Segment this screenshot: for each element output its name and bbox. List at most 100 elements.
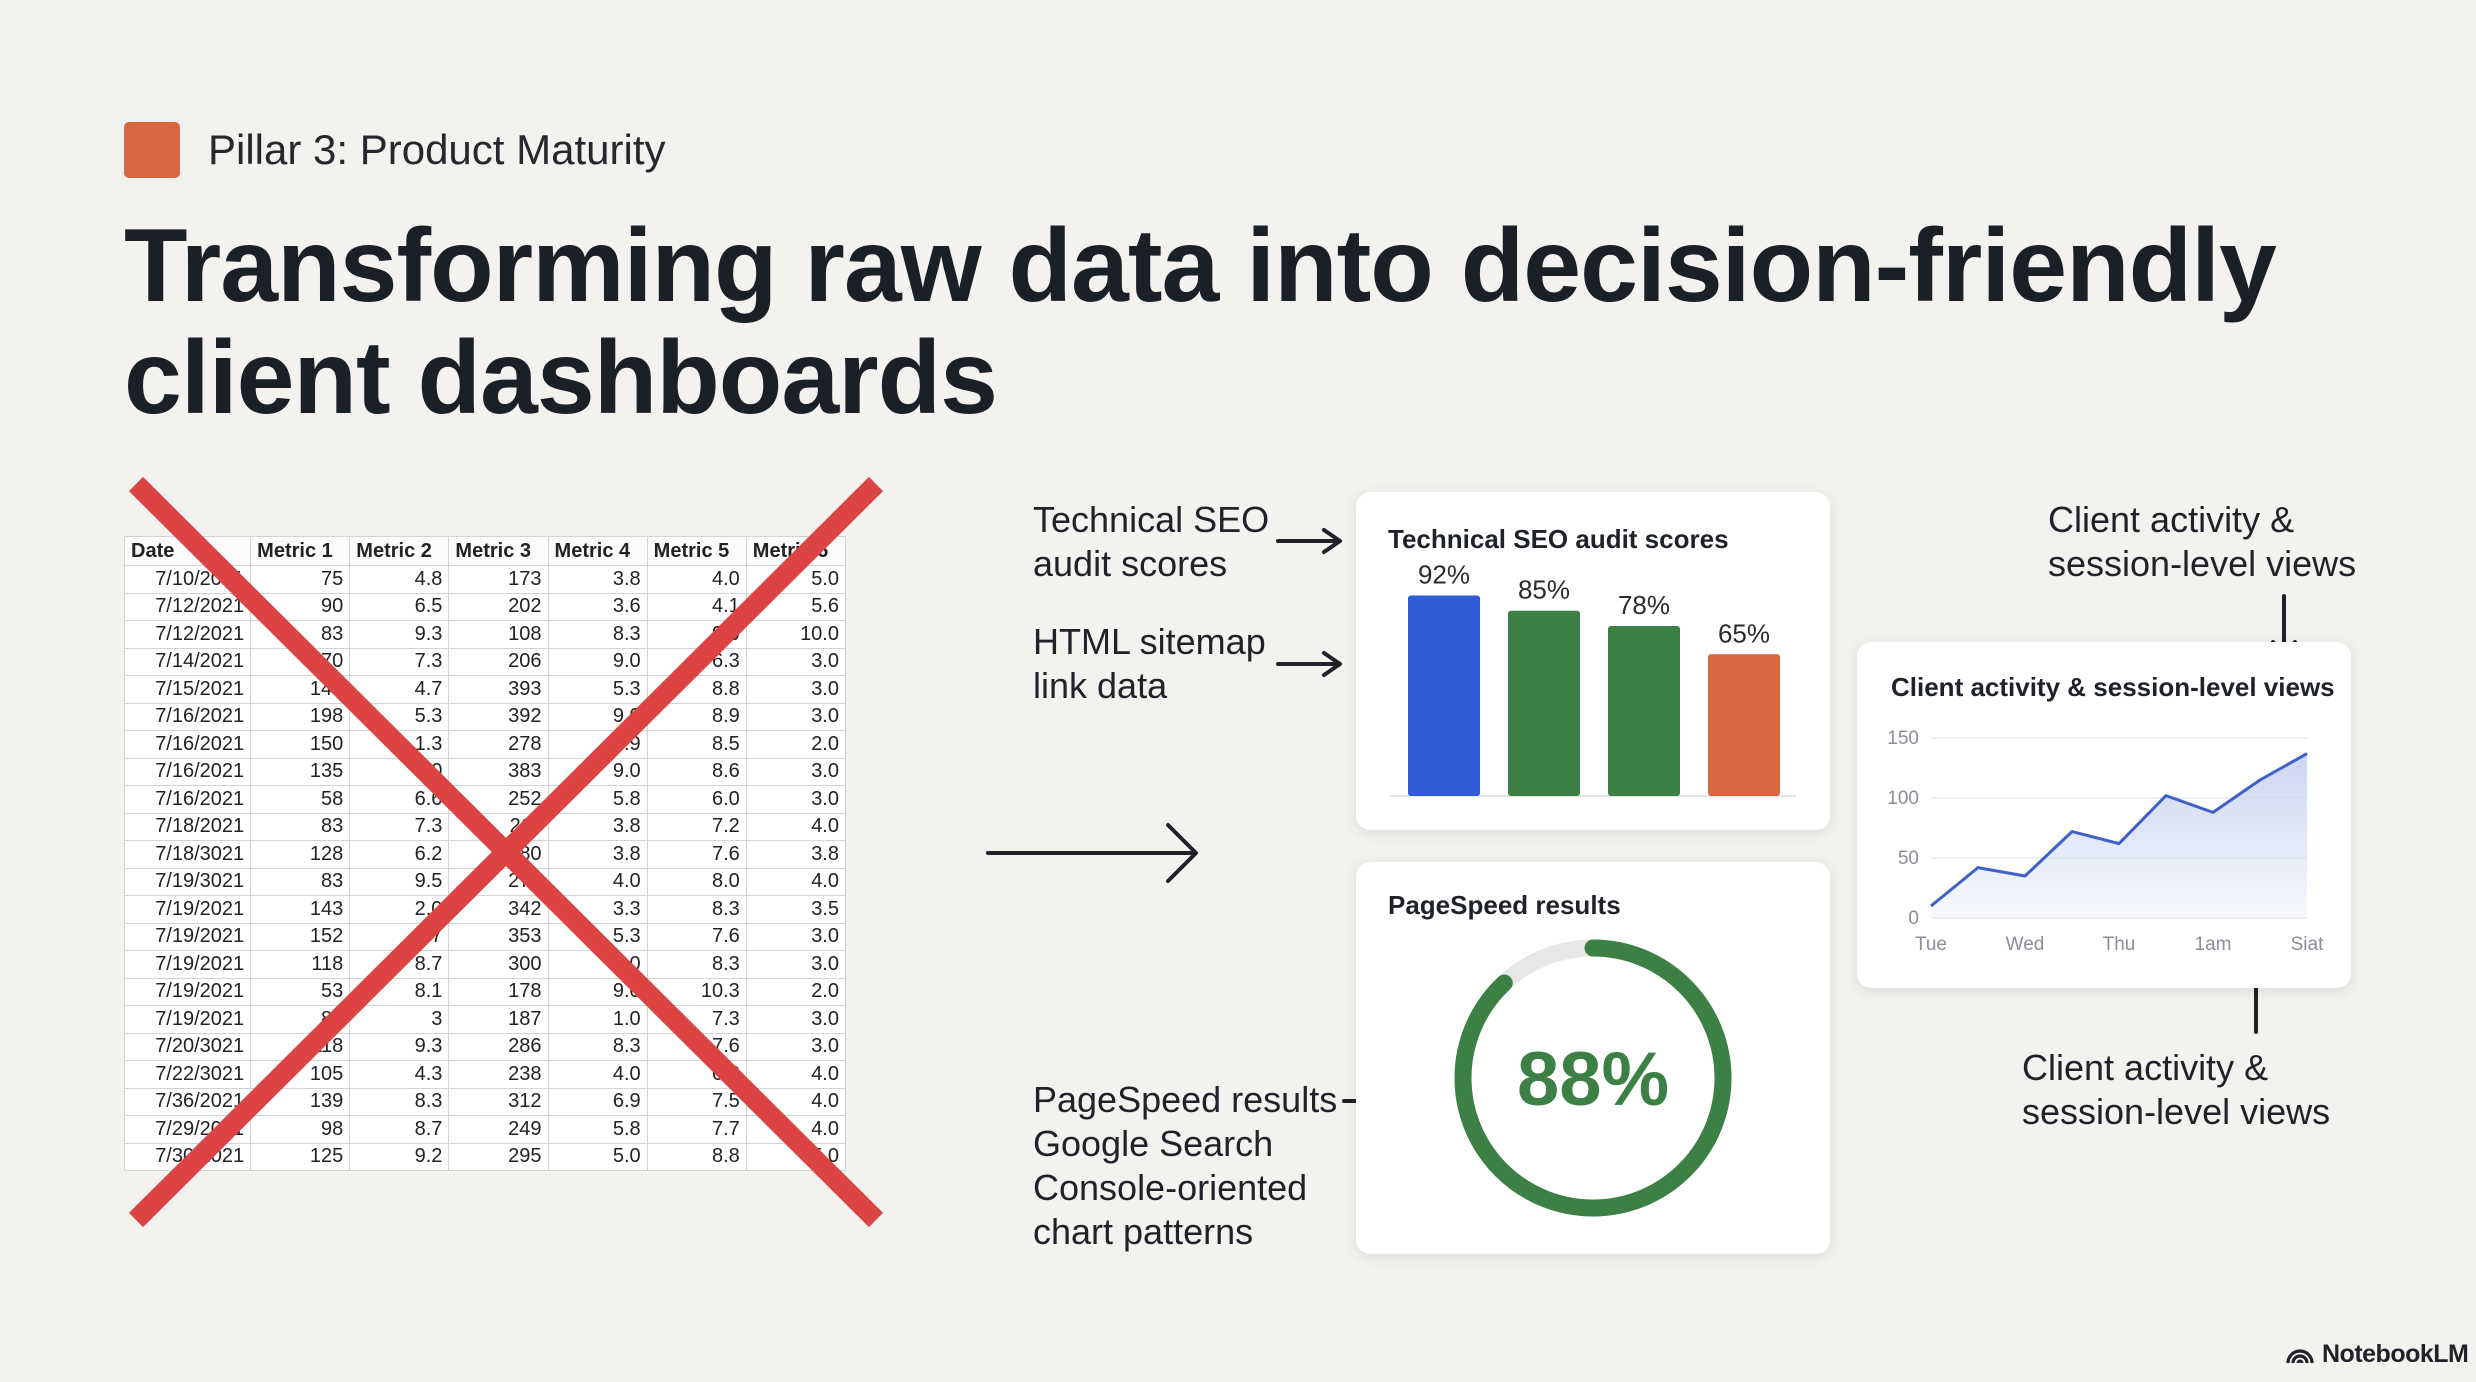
spreadsheet-cell: 252	[448, 785, 549, 814]
spreadsheet-cell: 83	[250, 620, 351, 649]
spreadsheet-cell: 9.0	[547, 647, 648, 676]
spreadsheet-cell: 3.0	[745, 702, 847, 731]
spreadsheet-cell: 9.5	[349, 867, 450, 896]
spreadsheet-cell: 3.0	[745, 950, 847, 979]
spreadsheet-cell: 143	[250, 895, 351, 924]
spreadsheet-cell: 8.3	[547, 620, 648, 649]
spreadsheet-header-cell: Metric 5	[646, 536, 747, 566]
spreadsheet-cell: 9.0	[547, 977, 648, 1006]
spreadsheet-cell: 4.0	[745, 867, 847, 896]
spreadsheet-cell: 3.8	[547, 840, 648, 869]
pagespeed-gauge: 88%	[1454, 939, 1732, 1217]
notebooklm-logo: NotebookLM	[2286, 1340, 2469, 1369]
spreadsheet-cell: 7.5	[646, 1087, 747, 1116]
spreadsheet-row: 7/19/2021 143 2.0 342 3.3 8.3 3.5	[123, 895, 847, 924]
spreadsheet-cell: 4.7	[349, 922, 450, 951]
spreadsheet-cell: 8.5	[646, 730, 747, 759]
spreadsheet-cell: 7/22/3021	[123, 1060, 252, 1089]
spreadsheet-cell: 5.0	[745, 1142, 847, 1171]
spreadsheet-cell: 392	[448, 702, 549, 731]
spreadsheet-cell: 7/12/2021	[123, 592, 252, 621]
seo-bar	[1408, 595, 1480, 796]
spreadsheet-cell: 3.0	[745, 647, 847, 676]
spreadsheet-cell: 3.3	[547, 895, 648, 924]
spreadsheet-cell: 6.5	[349, 592, 450, 621]
spreadsheet-cell: 393	[448, 675, 549, 704]
spreadsheet-cell: 286	[448, 1032, 549, 1061]
spreadsheet-row: 7/30/2021 125 9.2 295 5.0 8.8 5.0	[123, 1142, 847, 1171]
spreadsheet-row: 7/36/2021 139 8.3 312 6.9 7.5 4.0	[123, 1087, 847, 1116]
spreadsheet-cell: 7.6	[646, 840, 747, 869]
spreadsheet-cell: 7.6	[646, 1032, 747, 1061]
spreadsheet-cell: 8.3	[646, 950, 747, 979]
spreadsheet-cell: 4.0	[547, 1060, 648, 1089]
x-tick-label: Thu	[2103, 934, 2136, 955]
spreadsheet-cell: 7/30/2021	[123, 1142, 252, 1171]
spreadsheet-cell: 7.6	[646, 922, 747, 951]
spreadsheet-cell: 8.3	[646, 895, 747, 924]
spreadsheet-row: 7/20/3021 118 9.3 286 8.3 7.6 3.0	[123, 1032, 847, 1061]
spreadsheet-cell: 7/19/2021	[123, 977, 252, 1006]
x-tick-label: 1am	[2195, 934, 2232, 955]
seo-card-title: Technical SEO audit scores	[1388, 524, 1729, 554]
spreadsheet-cell: 278	[448, 730, 549, 759]
spreadsheet-cell: 83	[250, 867, 351, 896]
x-tick-label: Wed	[2006, 934, 2045, 955]
spreadsheet-cell: 249	[448, 1115, 549, 1144]
spreadsheet-cell: 5.6	[745, 592, 847, 621]
seo-bar	[1608, 625, 1680, 796]
spreadsheet-cell: 75	[250, 565, 351, 594]
series-line	[1930, 752, 2308, 908]
spreadsheet-cell: 4.0	[745, 1060, 847, 1089]
spreadsheet-cell: 9.2	[349, 1142, 450, 1171]
spreadsheet-cell: 4.8	[349, 565, 450, 594]
spreadsheet-cell: 8.8	[646, 675, 747, 704]
spreadsheet-cell: 10.0	[745, 620, 847, 649]
seo-bar-chart: 92% 85% 78% 65%	[1390, 559, 1796, 797]
y-tick-label: 100	[1887, 788, 1919, 809]
sitemap-arrow-icon	[1276, 651, 1342, 677]
spreadsheet-cell: 173	[448, 565, 549, 594]
seo-bar-label: 92%	[1418, 559, 1470, 589]
spreadsheet-cell: 7.2	[646, 812, 747, 841]
spreadsheet-cell: 8.7	[349, 1115, 450, 1144]
seo-arrow-icon	[1276, 528, 1342, 554]
spreadsheet-row: 7/18/3021 128 6.2 280 3.8 7.6 3.8	[123, 840, 847, 869]
spreadsheet-cell: 8.0	[646, 867, 747, 896]
spreadsheet-cell: 5.3	[547, 675, 648, 704]
spreadsheet-cell: 118	[250, 950, 351, 979]
spreadsheet-cell: 7/12/2021	[123, 620, 252, 649]
spreadsheet-cell: 125	[250, 1142, 351, 1171]
spreadsheet-cell: 7.3	[349, 647, 450, 676]
spreadsheet-cell: 7/19/2021	[123, 1005, 252, 1034]
spreadsheet-cell: 3.0	[745, 675, 847, 704]
spreadsheet-cell: 3.0	[745, 1032, 847, 1061]
spreadsheet-cell: 383	[448, 757, 549, 786]
spreadsheet-cell: 211	[448, 812, 549, 841]
spreadsheet-row: 7/12/2021 90 6.5 202 3.6 4.1 5.6	[123, 592, 847, 621]
activity-card-title: Client activity & session-level views	[1891, 672, 2335, 702]
spreadsheet-cell: 128	[250, 840, 351, 869]
series-area	[1931, 753, 2307, 918]
spreadsheet-cell: 4.0	[745, 1115, 847, 1144]
spreadsheet-cell: 4.7	[349, 675, 450, 704]
spreadsheet-cell: 8.7	[349, 950, 450, 979]
seo-bar	[1708, 654, 1780, 796]
callout-seo-audit: Technical SEO audit scores	[1033, 499, 1270, 584]
spreadsheet-cell: 58	[250, 785, 351, 814]
spreadsheet-cell: 9.0	[547, 702, 648, 731]
spreadsheet-row: 7/16/2021 135 9.0 383 9.0 8.6 3.0	[123, 757, 847, 786]
spreadsheet-cell: 7/18/2021	[123, 812, 252, 841]
gauge-value: 88%	[1517, 1037, 1669, 1122]
pillar-color-square	[124, 122, 180, 178]
spreadsheet-cell: 9.3	[349, 1032, 450, 1061]
spreadsheet-cell: 53	[250, 977, 351, 1006]
pagespeed-card: PageSpeed results 88%	[1356, 862, 1830, 1254]
pillar-label: Pillar 3: Product Maturity	[208, 126, 666, 173]
spreadsheet-cell: 8.3	[349, 1087, 450, 1116]
spreadsheet-header-cell: Metric 6	[745, 536, 847, 566]
seo-bar-label: 78%	[1618, 590, 1670, 620]
spreadsheet-cell: 7/15/2021	[123, 675, 252, 704]
spreadsheet-row: 7/16/2021 58 6.6 252 5.8 6.0 3.0	[123, 785, 847, 814]
spreadsheet-cell: 90	[250, 592, 351, 621]
